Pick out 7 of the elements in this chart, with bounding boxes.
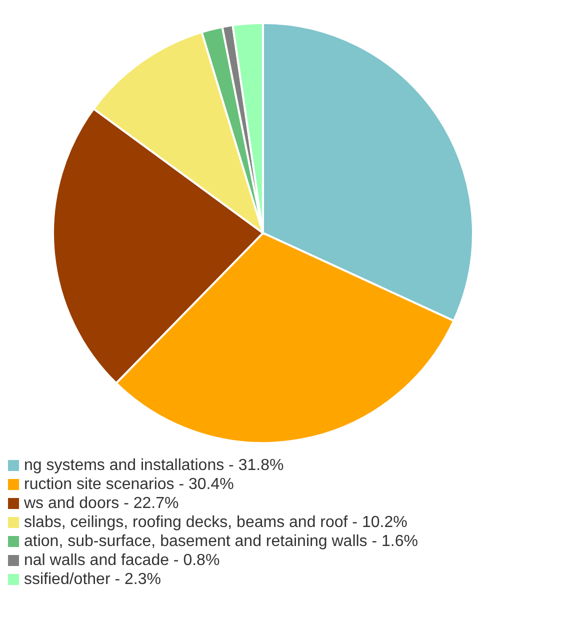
legend-label: ation, sub-surface, basement and retaining walls - 1.6% — [24, 532, 418, 551]
legend-label: ruction site scenarios - 30.4% — [24, 475, 234, 494]
legend-label: ws and doors - 22.7% — [24, 494, 179, 513]
legend-label: ssified/other - 2.3% — [24, 570, 161, 589]
legend-label: nal walls and facade - 0.8% — [24, 551, 220, 570]
legend-label: slabs, ceilings, roofing decks, beams and roof - 10.2% — [24, 513, 408, 532]
legend-label: ng systems and installations - 31.8% — [24, 456, 284, 475]
